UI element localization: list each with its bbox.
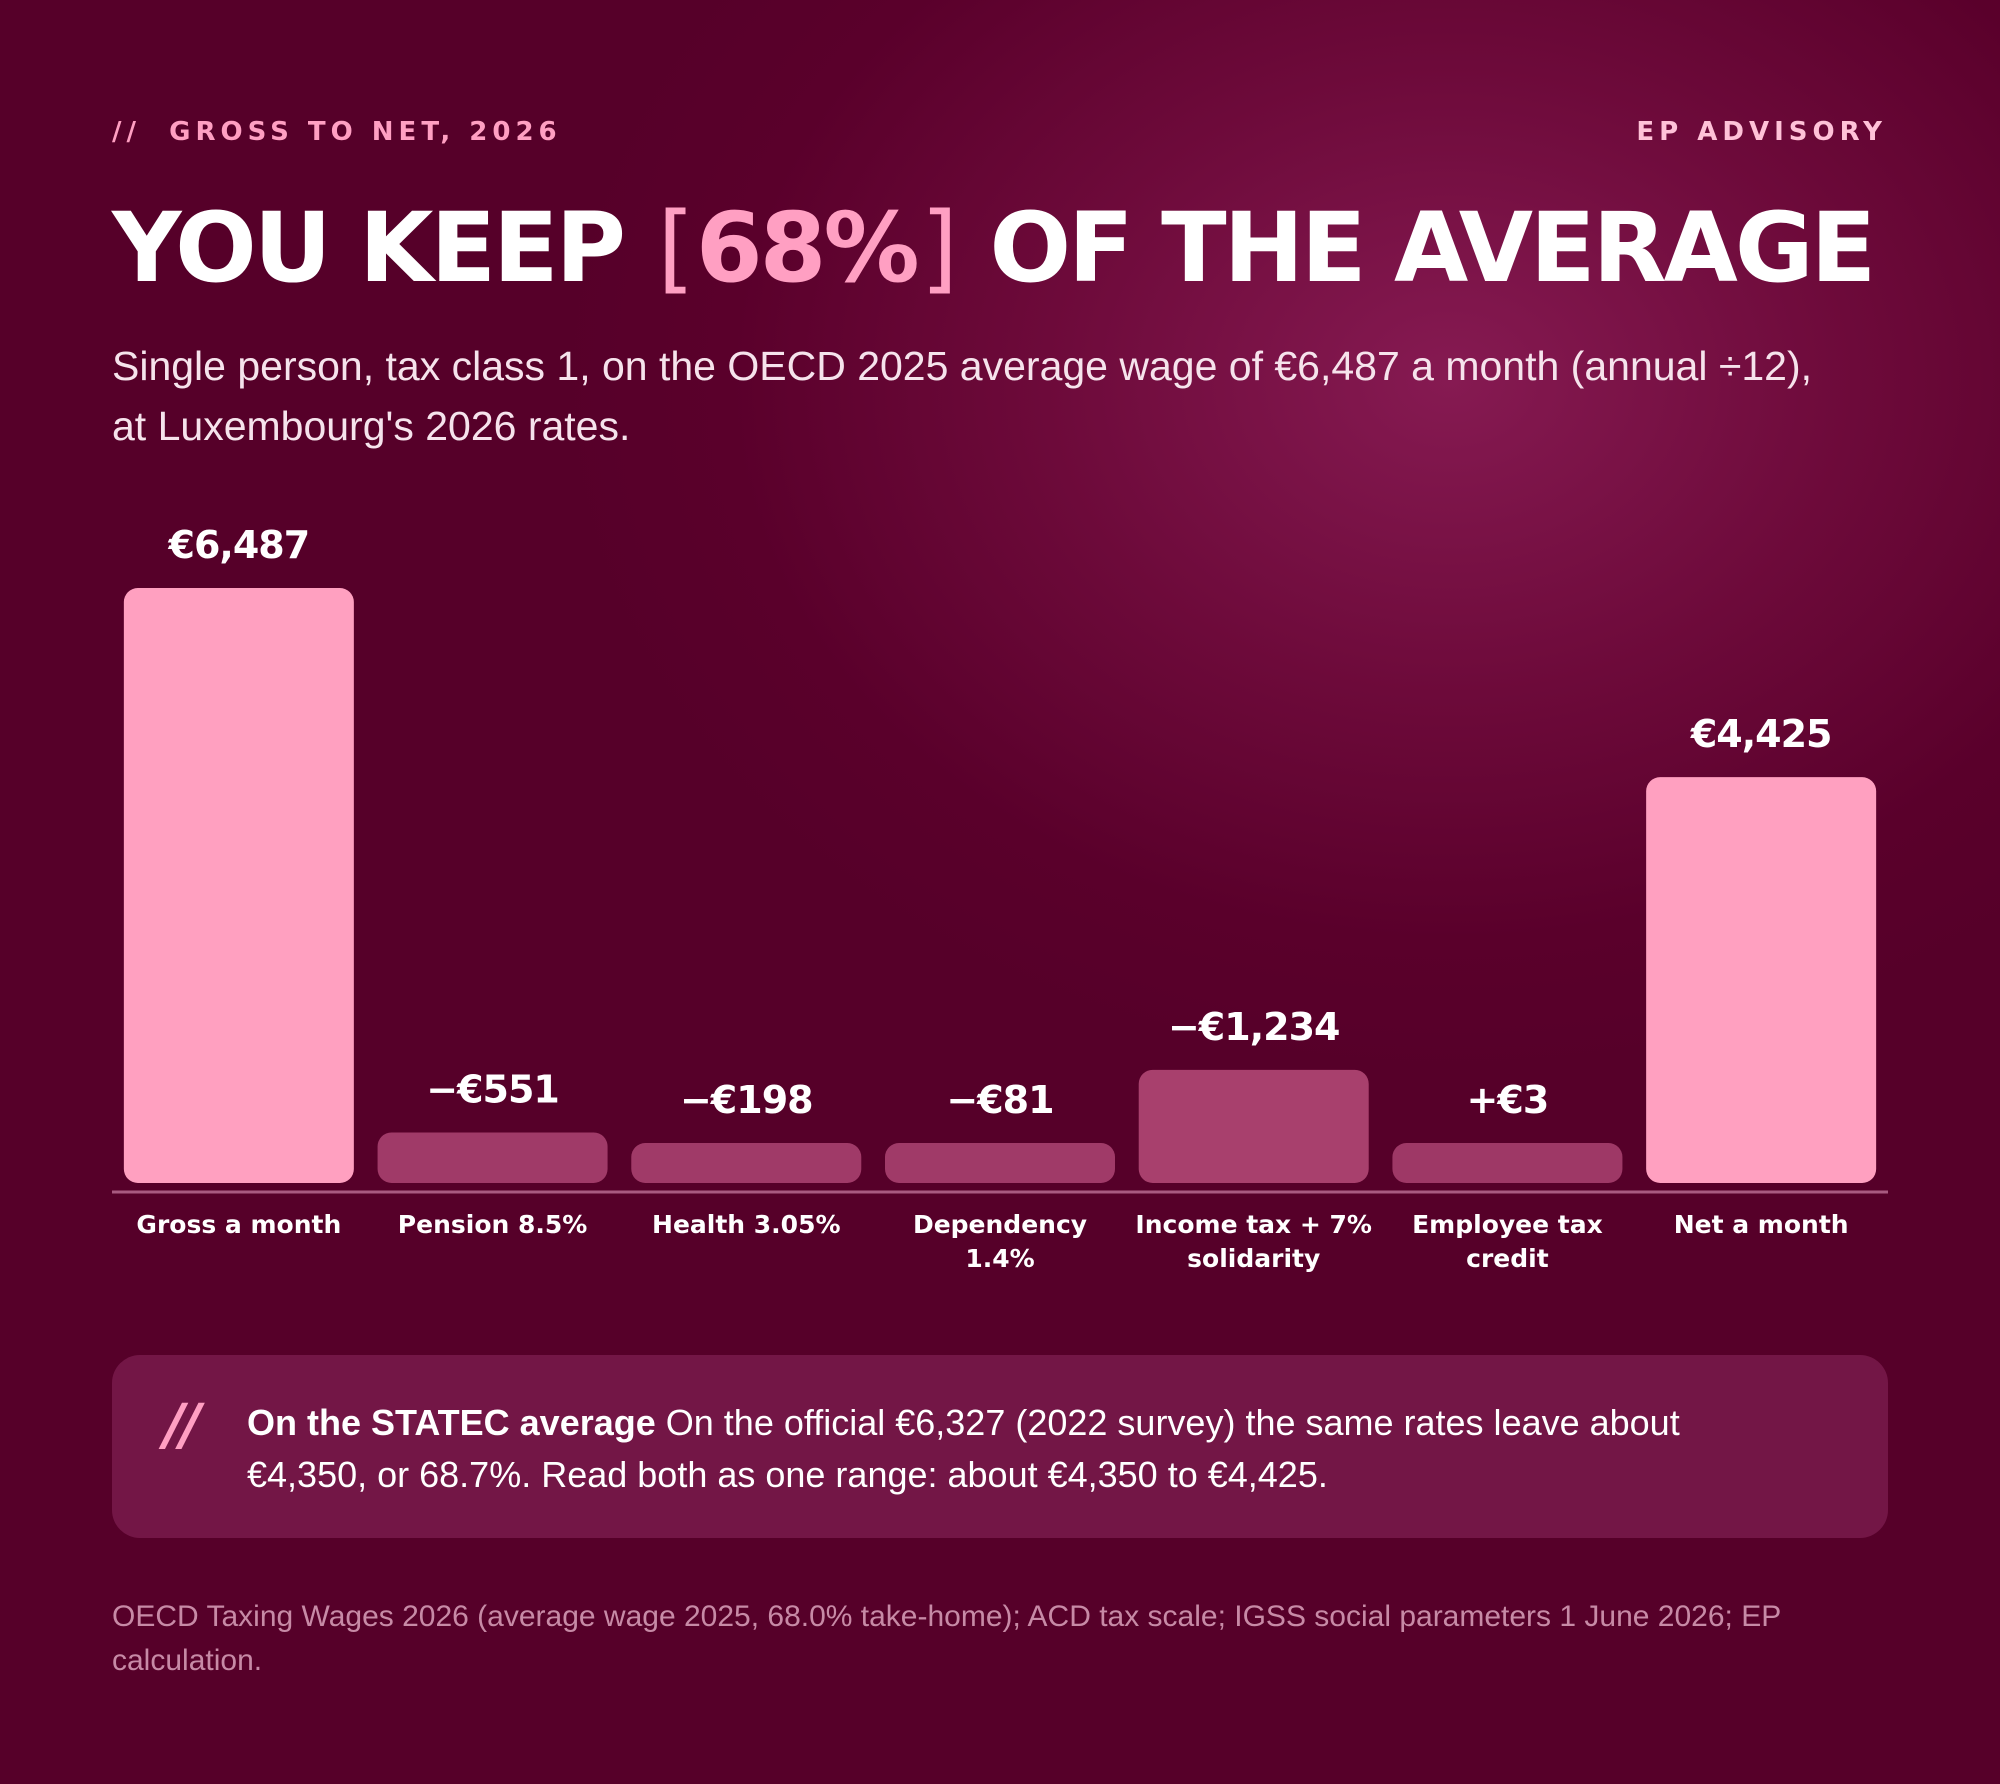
brand-name: EP ADVISORY [1636,117,1887,147]
data-label-6: +€3 [1467,1078,1549,1122]
data-label-7: €4,425 [1690,712,1832,756]
kicker: // GROSS TO NET, 2026 [112,117,562,147]
category-label-3: Health 3.05% [652,1210,841,1239]
category-label-7: Net a month [1674,1210,1849,1239]
category-label-1: Gross a month [136,1210,341,1239]
kicker-mark: // [112,117,141,147]
callout-text: On the STATEC average On the official €6… [247,1397,1807,1501]
subtitle: Single person, tax class 1, on the OECD … [112,343,1812,449]
data-label-4: −€81 [946,1078,1053,1122]
callout-body: On the official €6,327 (2022 survey) the… [247,1402,1680,1495]
bar-3 [631,1143,862,1183]
data-label-3: −€198 [680,1078,813,1122]
callout-box: // On the STATEC average On the official… [112,1355,1888,1538]
bar-5 [1138,1069,1369,1183]
category-label-4: Dependency 1.4% [913,1210,1087,1273]
page-title: YOU KEEP [68%] OF THE AVERAGE [112,178,1912,318]
bracket-close: ] [920,192,958,304]
callout-mark: // [164,1393,201,1458]
bracket-open: [ [657,192,694,304]
kicker-text: GROSS TO NET, 2026 [169,117,562,147]
callout-lead: On the STATEC average [247,1402,656,1443]
title-highlight: 68% [695,192,920,304]
category-label-2: Pension 8.5% [398,1210,588,1239]
bar-7 [1646,777,1877,1183]
category-label-6: Employee tax credit [1412,1210,1603,1273]
waterfall-chart: €6,487 Gross a month −€551 Pension 8.5% −€19… [112,523,1888,1273]
title-before: YOU KEEP [112,192,626,304]
data-label-1: €6,487 [168,523,310,567]
bar-6 [1392,1143,1623,1183]
bar-1 [123,588,354,1183]
source-note: OECD Taxing Wages 2026 (average wage 202… [112,1600,1781,1677]
data-label-5: −€1,234 [1168,1005,1339,1049]
category-label-5: Income tax + 7% solidarity [1135,1210,1372,1273]
title-after: OF THE AVERAGE [989,192,1877,304]
bar-4 [885,1143,1115,1183]
data-label-2: −€551 [426,1067,559,1111]
bar-2 [377,1132,608,1183]
